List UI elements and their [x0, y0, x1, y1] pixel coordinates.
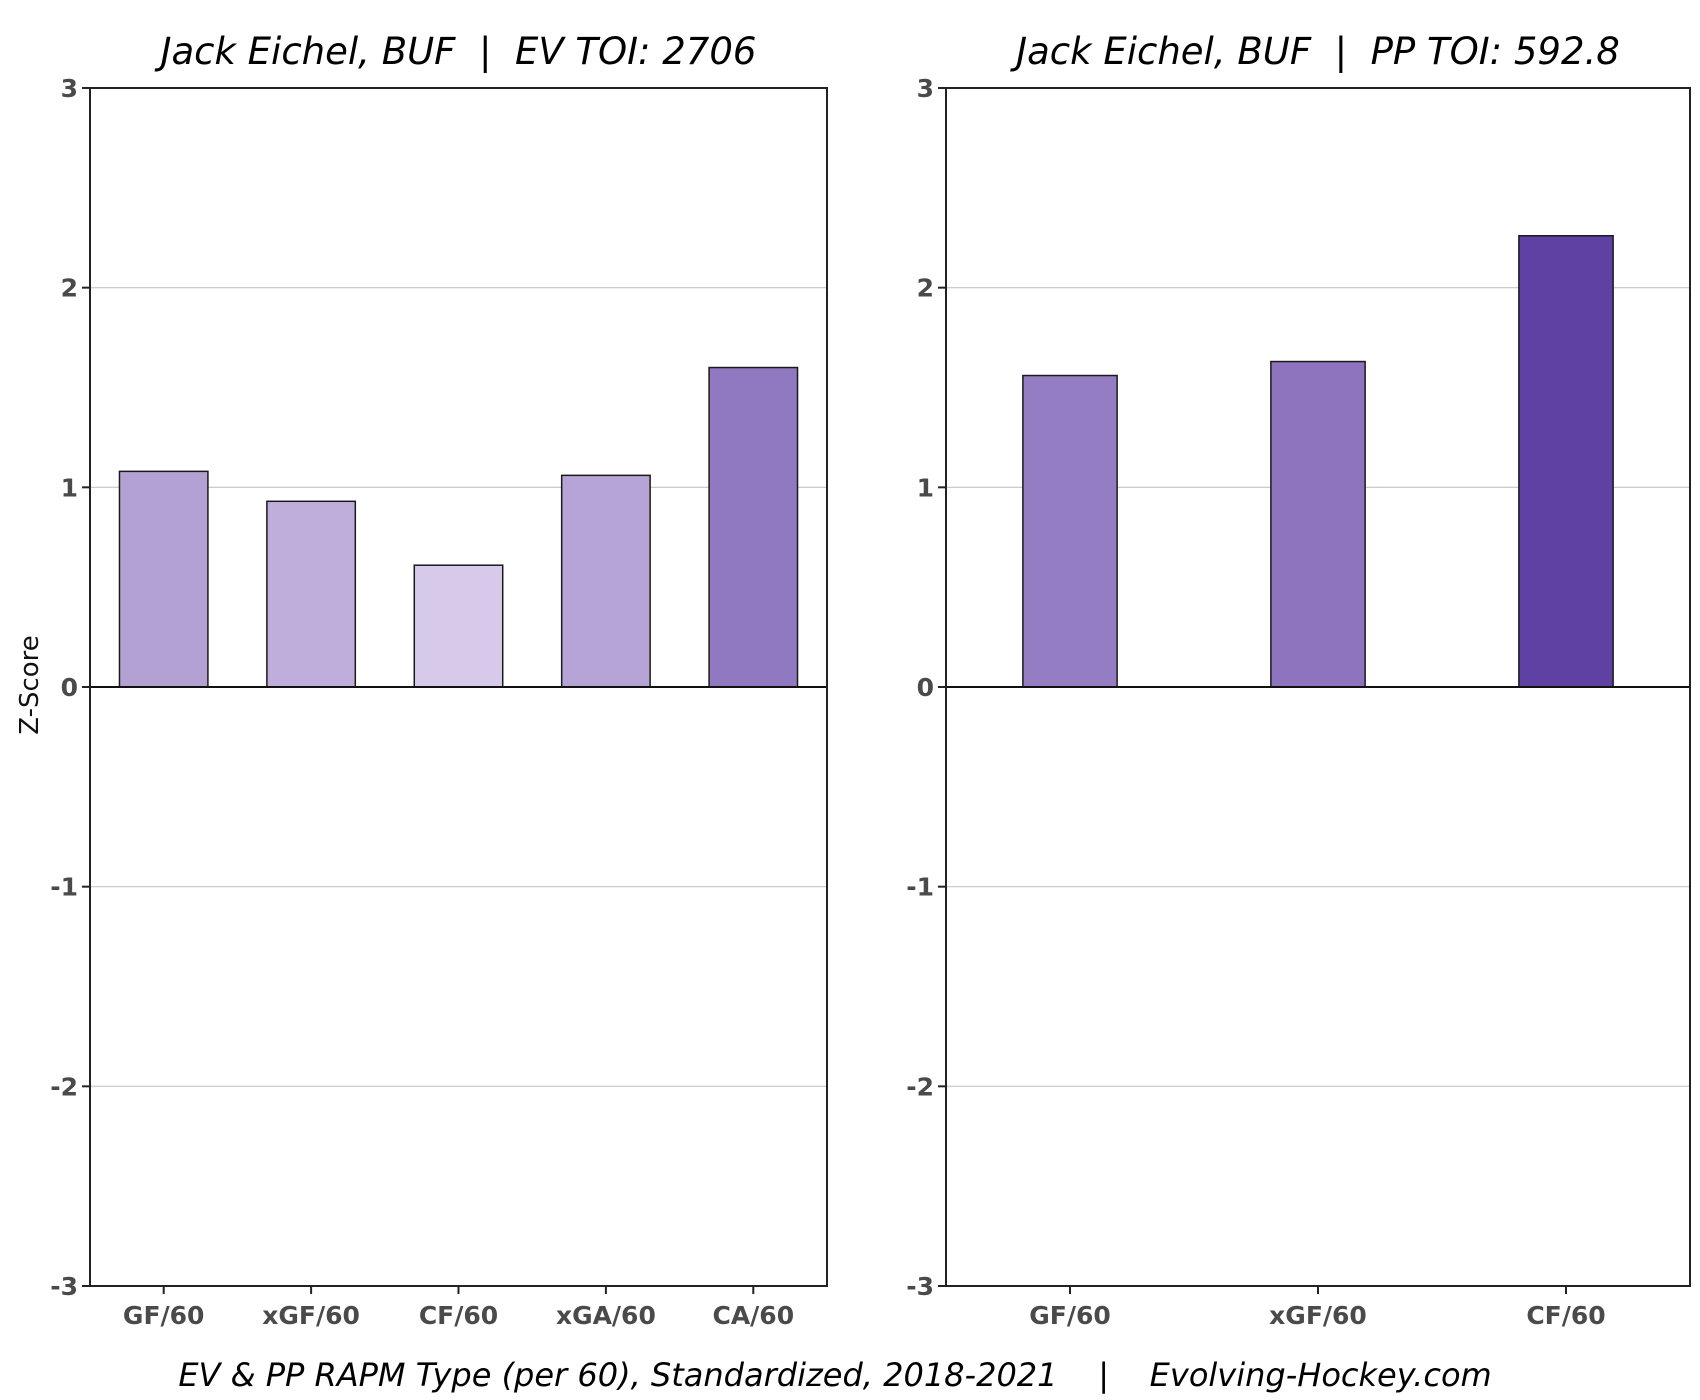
pp-y-tick-label: 1 [917, 473, 934, 502]
pp-plot-frame [945, 87, 1691, 1287]
ev-y-tick-label: 2 [61, 274, 78, 303]
ev-x-tick-label: xGF/60 [262, 1301, 360, 1330]
pp-y-tick-label: -3 [906, 1272, 934, 1301]
ev-x-tick-label: CA/60 [712, 1301, 794, 1330]
ev-x-tick-label: GF/60 [123, 1301, 205, 1330]
pp-bar-cf-60 [1518, 235, 1614, 688]
pp-y-tick-label: 3 [917, 74, 934, 103]
chart-caption: EV & PP RAPM Type (per 60), Standardized… [178, 1356, 1491, 1394]
ev-y-tick-label: 3 [61, 74, 78, 103]
pp-x-tick-label: CF/60 [1526, 1301, 1605, 1330]
pp-bar-xgf-60 [1270, 360, 1366, 688]
pp-x-tick-label: xGF/60 [1269, 1301, 1367, 1330]
ev-bar-cf-60 [413, 564, 504, 688]
ev-plot-frame [89, 87, 828, 1287]
ev-x-tick-label: xGA/60 [556, 1301, 656, 1330]
pp-bar-gf-60 [1022, 374, 1118, 688]
ev-y-tick-label: 1 [61, 473, 78, 502]
pp-y-tick-label: 2 [917, 274, 934, 303]
ev-chart-panel: Jack Eichel, BUF | EV TOI: 2706 -3 -2 -1 0 1 2… [50, 30, 828, 1330]
pp-y-tick-label: -2 [906, 1072, 934, 1101]
pp-chart-title: Jack Eichel, BUF | PP TOI: 592.8 [1009, 30, 1620, 73]
ev-bar-xga-60 [560, 474, 651, 688]
y-axis-label: Z-Score [15, 635, 45, 735]
ev-bar-gf-60 [118, 470, 209, 688]
ev-y-tick-label: -3 [50, 1272, 78, 1301]
ev-y-tick-label: 0 [61, 673, 78, 702]
ev-bar-ca-60 [708, 366, 799, 688]
pp-y-tick-label: -1 [906, 873, 934, 902]
ev-x-tick-label: CF/60 [419, 1301, 498, 1330]
pp-chart-panel: Jack Eichel, BUF | PP TOI: 592.8 -3 -2 -1 0 1… [906, 30, 1691, 1330]
ev-y-tick-label: -2 [50, 1072, 78, 1101]
ev-y-tick-label: -1 [50, 873, 78, 902]
pp-x-tick-label: GF/60 [1029, 1301, 1111, 1330]
ev-chart-title: Jack Eichel, BUF | EV TOI: 2706 [154, 30, 757, 73]
ev-bar-xgf-60 [266, 500, 357, 688]
pp-y-tick-label: 0 [917, 673, 934, 702]
